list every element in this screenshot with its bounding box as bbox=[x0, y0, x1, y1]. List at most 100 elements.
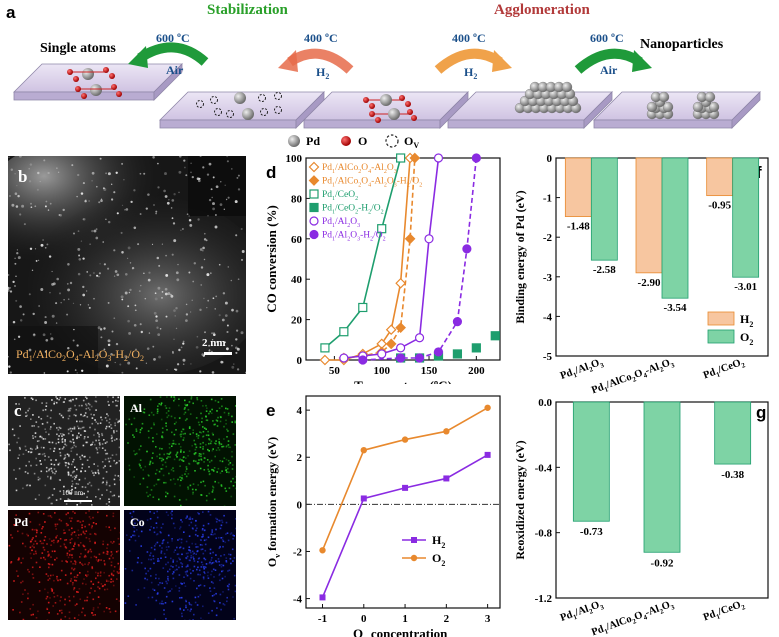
data-point bbox=[424, 234, 434, 244]
legend-marker bbox=[411, 537, 417, 543]
x-axis-label-e: Ov concentration bbox=[353, 626, 448, 637]
haadf-micrograph: b 2 nm Pd1/AlCo2O4-Al2O3-H2/O2 bbox=[8, 156, 246, 374]
category-label-g: Pd1/CeO2 bbox=[702, 598, 747, 625]
data-point bbox=[309, 189, 319, 199]
eds-co-map: Co bbox=[124, 510, 236, 620]
step3-gas: H2 bbox=[464, 65, 477, 81]
data-point bbox=[319, 354, 331, 366]
pd-map-label: Pd bbox=[14, 515, 28, 529]
nanoparticles-label: Nanoparticles bbox=[640, 37, 724, 52]
legend-e-entry: O2 bbox=[432, 551, 445, 568]
vacancy-icon bbox=[385, 134, 399, 148]
data-point bbox=[433, 153, 444, 163]
bar-reoxidized bbox=[572, 401, 610, 522]
single-atoms-model bbox=[67, 67, 122, 99]
data-point bbox=[395, 322, 406, 334]
panel-a-label: a bbox=[6, 3, 16, 22]
legend-pd: Pd bbox=[306, 134, 320, 148]
y-tick-label-f: -1 bbox=[543, 193, 552, 205]
category-label-f: Pd1/CeO2 bbox=[702, 356, 747, 383]
data-point bbox=[462, 244, 472, 254]
panel-e-chart: e -1 0 1 2 3 -4 -2 0 2 4 Ov concentration Ov format… bbox=[265, 395, 501, 637]
panel-a-legend: Pd O OV bbox=[288, 134, 419, 150]
y-tick-label-f: -2 bbox=[543, 232, 553, 244]
data-point bbox=[308, 161, 320, 173]
data-point bbox=[385, 324, 397, 336]
bar-h2 bbox=[635, 157, 663, 274]
step1-temp: 600 ºC bbox=[156, 31, 190, 45]
series-d-5 bbox=[358, 153, 481, 365]
x-tick-label-d: 100 bbox=[373, 365, 390, 377]
x-tick-label-d: 150 bbox=[421, 365, 438, 377]
step2-temp: 400 ºC bbox=[304, 31, 338, 45]
x-tick-label-d: 50 bbox=[329, 365, 341, 377]
data-point bbox=[377, 349, 387, 359]
bar-reoxidized bbox=[714, 401, 752, 465]
legend-d-entry: Pd1/Al2O3-H2/O2 bbox=[322, 231, 386, 243]
data-point bbox=[471, 343, 481, 353]
y-tick-label-e: 2 bbox=[297, 452, 303, 464]
bar-o2 bbox=[590, 157, 618, 261]
y-tick-label-f: -4 bbox=[543, 311, 553, 323]
stabilization-title: Stabilization bbox=[207, 2, 289, 18]
panel-c-pd: Pd bbox=[8, 510, 120, 620]
reoxidized-model bbox=[363, 94, 417, 123]
series-e-1 bbox=[319, 404, 491, 554]
data-point bbox=[433, 347, 444, 357]
y-tick-label-d: 20 bbox=[291, 315, 303, 327]
data-point bbox=[396, 343, 406, 353]
bar-value-label: -0.95 bbox=[708, 200, 731, 212]
data-point bbox=[319, 547, 326, 554]
scale-bar-100nm bbox=[64, 500, 92, 502]
y-axis-label-d: CO conversion (%) bbox=[264, 205, 279, 313]
panel-a-svg: a Stabilization Agglomeration Single ato… bbox=[6, 2, 761, 150]
series-line bbox=[321, 454, 489, 598]
y-tick-label-g: 0.0 bbox=[538, 397, 552, 409]
agglomeration-title: Agglomeration bbox=[494, 2, 590, 18]
legend-ov: OV bbox=[404, 134, 419, 150]
data-point bbox=[309, 216, 319, 226]
panel-c-co: Co bbox=[124, 510, 236, 620]
data-point bbox=[443, 475, 450, 482]
legend-e-entry: H2 bbox=[432, 533, 445, 550]
data-point bbox=[358, 302, 368, 313]
bar-o2 bbox=[732, 157, 760, 278]
category-label-g: Pd1/AlCo2O4-Al2O3 bbox=[590, 598, 676, 637]
legend-swatch bbox=[707, 329, 735, 344]
legend-f-entry: H2 bbox=[740, 312, 753, 329]
panel-d-label: d bbox=[266, 163, 276, 182]
pd-sphere-icon bbox=[288, 135, 300, 147]
data-point bbox=[339, 327, 349, 337]
y-tick-label-f: -5 bbox=[543, 351, 553, 363]
panel-c-label: c bbox=[14, 401, 22, 420]
scale-bar-2nm bbox=[204, 352, 232, 355]
data-point bbox=[490, 331, 500, 341]
data-point bbox=[360, 495, 367, 502]
bar-o2 bbox=[661, 157, 689, 299]
panel-g-chart: g 0.0 -0.4 -0.8 -1.2 Reoxidized energy (eV) -… bbox=[513, 397, 769, 637]
panel-a: a Stabilization Agglomeration Single ato… bbox=[0, 0, 779, 150]
y-tick-label-f: 0 bbox=[547, 153, 553, 165]
category-label-f: Pd1/AlCo2O4-Al2O3 bbox=[590, 356, 676, 394]
data-point bbox=[360, 446, 367, 454]
data-point bbox=[385, 338, 397, 350]
data-point bbox=[396, 353, 406, 363]
panel-b-image: b 2 nm Pd1/AlCo2O4-Al2O3-H2/O2 bbox=[8, 156, 246, 374]
data-point bbox=[484, 404, 491, 411]
data-point bbox=[320, 343, 330, 353]
legend-d-entry: Pd1/CeO2 bbox=[322, 190, 358, 202]
data-point bbox=[309, 202, 319, 213]
data-point bbox=[396, 153, 406, 163]
y-tick-label-e: 4 bbox=[297, 405, 303, 417]
panel-g-label: g bbox=[756, 403, 766, 422]
arrow-h2-400-left bbox=[278, 48, 354, 74]
series-e-0 bbox=[319, 451, 491, 601]
data-point bbox=[395, 277, 406, 289]
data-point bbox=[443, 428, 450, 435]
bar-value-label: -0.38 bbox=[721, 469, 744, 481]
y-axis-label-f: Binding energy of Pd (eV) bbox=[513, 190, 527, 323]
eds-haadf-map: c 100 nm bbox=[8, 396, 120, 506]
